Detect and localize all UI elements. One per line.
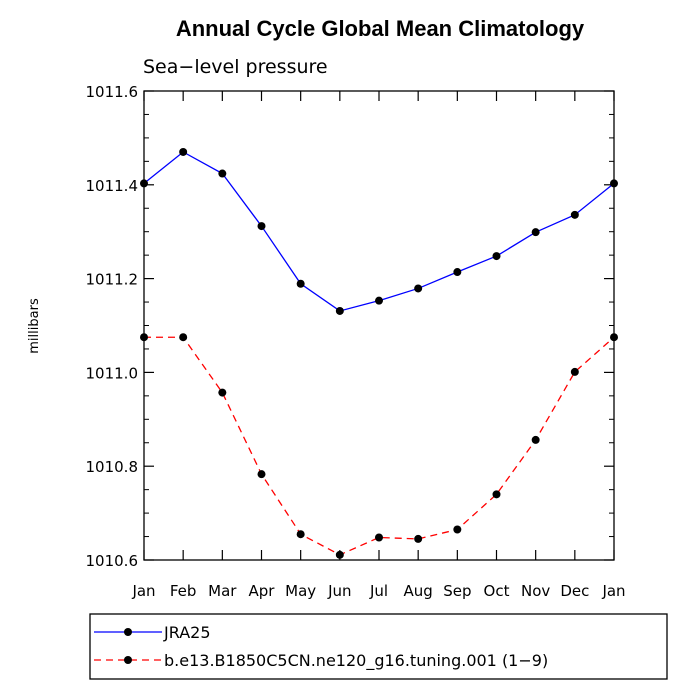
data-point-s1-6 — [375, 533, 383, 542]
x-tick-label: Jan — [601, 582, 625, 600]
legend-label-jra25: JRA25 — [163, 623, 211, 642]
data-point-s0-11 — [570, 210, 579, 219]
data-point-s0-2 — [218, 169, 227, 178]
legend-box — [89, 613, 668, 680]
data-point-s1-11 — [570, 367, 579, 376]
y-axis-label: millibars — [27, 298, 42, 354]
y-tick-label: 1010.6 — [86, 552, 139, 570]
data-point-s1-3 — [257, 470, 266, 479]
data-point-s0-12 — [610, 179, 618, 188]
y-tick-label: 1011.2 — [86, 271, 139, 289]
x-tick-label: Jul — [369, 582, 388, 600]
data-point-s1-4 — [296, 530, 305, 539]
data-point-s0-5 — [335, 306, 344, 315]
data-point-s0-7 — [414, 284, 423, 293]
data-point-s1-9 — [492, 490, 501, 499]
chart-subtitle: Sea−level pressure — [143, 56, 328, 78]
x-tick-label: Mar — [208, 582, 237, 600]
data-point-s0-9 — [492, 252, 501, 261]
axis-ticks: 1010.6 1010.8 1011.0 1011.2 1011.4 1011.6 Jan F… — [86, 83, 626, 600]
chart-title: Annual Cycle Global Mean Climatology — [176, 16, 585, 41]
series-line-0 — [143, 151, 615, 312]
x-tick-label: Dec — [560, 582, 589, 600]
x-tick-label: Aug — [404, 582, 433, 600]
data-point-s1-10 — [531, 435, 540, 444]
x-tick-label: Sep — [443, 582, 471, 600]
x-tick-label: Nov — [521, 582, 550, 600]
x-tick-label: Jun — [327, 582, 351, 600]
y-tick-label: 1011.4 — [86, 177, 139, 195]
y-tick-label: 1011.0 — [86, 364, 139, 382]
x-tick-label: May — [285, 582, 316, 600]
legend-label-model: b.e13.B1850C5CN.ne120_g16.tuning.001 (1−… — [164, 651, 548, 671]
data-point-s1-8 — [453, 525, 462, 534]
data-point-s0-0 — [140, 179, 148, 188]
y-tick-label: 1010.8 — [86, 458, 139, 476]
data-point-s1-2 — [218, 388, 227, 397]
x-tick-label: Feb — [170, 582, 197, 600]
data-point-s1-5 — [335, 550, 344, 559]
plot-area-border — [143, 90, 615, 561]
data-point-s1-0 — [140, 333, 148, 342]
legend-marker-jra25 — [124, 628, 132, 636]
series-line-1 — [144, 336, 615, 556]
x-tick-label: Jan — [131, 582, 155, 600]
data-point-s0-4 — [296, 279, 305, 288]
data-point-s0-6 — [375, 296, 383, 305]
x-tick-label: Oct — [484, 582, 510, 600]
data-point-s1-12 — [610, 333, 618, 342]
data-point-s1-7 — [414, 534, 423, 543]
data-point-s0-3 — [257, 222, 266, 231]
y-tick-label: 1011.6 — [86, 83, 139, 101]
series-layer — [140, 147, 618, 559]
x-tick-label: Apr — [249, 582, 276, 600]
data-point-s0-8 — [453, 268, 462, 277]
legend-marker-model — [124, 656, 132, 664]
data-point-s0-10 — [531, 228, 540, 237]
data-point-s0-1 — [179, 147, 188, 156]
data-point-s1-1 — [179, 333, 188, 342]
